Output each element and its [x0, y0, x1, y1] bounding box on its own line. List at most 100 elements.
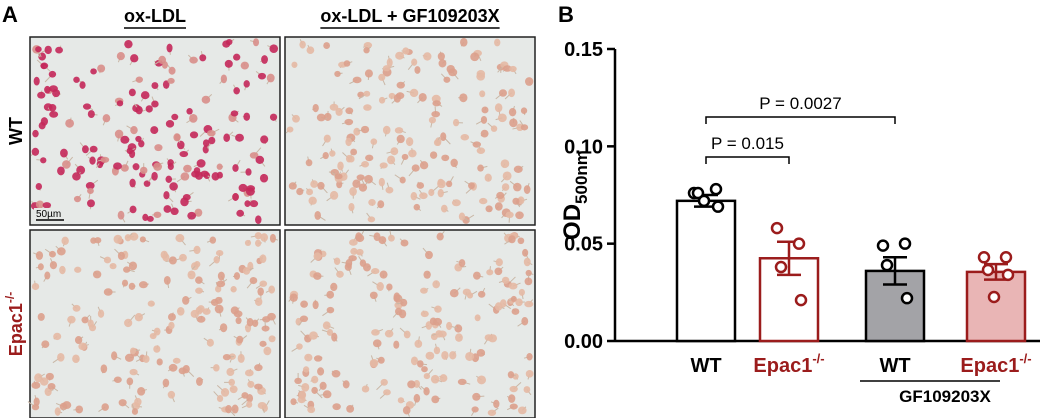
cell [167, 162, 174, 171]
cell [507, 371, 515, 379]
cell [130, 54, 139, 63]
cell [508, 282, 518, 290]
cell [493, 399, 500, 409]
cell [303, 366, 310, 373]
cell [376, 282, 384, 291]
cell [37, 91, 46, 99]
cell [131, 408, 139, 415]
cell [261, 325, 270, 332]
cell [299, 40, 306, 49]
cell [244, 200, 251, 207]
cell [247, 380, 255, 388]
cell [196, 159, 206, 168]
cell [213, 255, 220, 264]
data-point [900, 291, 914, 305]
cell [369, 291, 378, 300]
cell [429, 151, 438, 159]
cell [97, 64, 106, 73]
cell [179, 253, 187, 262]
cell [260, 233, 268, 242]
cell [182, 364, 190, 374]
cell [326, 290, 335, 299]
cell [313, 252, 322, 261]
cell [508, 394, 516, 403]
cell [382, 125, 391, 135]
cell [35, 46, 42, 53]
cell [305, 159, 313, 167]
cell [402, 406, 411, 415]
cell [126, 377, 134, 386]
cell [308, 196, 317, 205]
cell [116, 51, 125, 61]
cell [44, 45, 52, 55]
cell [312, 300, 319, 310]
cell [419, 192, 428, 200]
cell [179, 150, 189, 158]
cell [132, 163, 140, 171]
cell [428, 116, 436, 124]
cell [312, 103, 319, 113]
cell [316, 113, 326, 122]
cell [363, 47, 370, 54]
cell [31, 282, 40, 291]
cell [194, 208, 203, 217]
cell [57, 352, 65, 362]
cell [216, 171, 223, 179]
cell [384, 329, 394, 338]
cell [423, 373, 431, 380]
cell [509, 65, 517, 73]
cell [397, 397, 405, 404]
cell [259, 280, 268, 287]
cell [92, 270, 102, 279]
cell [216, 280, 226, 288]
cell [410, 356, 419, 366]
cell [352, 76, 362, 84]
cell [210, 298, 219, 306]
cell [431, 395, 440, 404]
cell [337, 161, 344, 171]
y-tick-label: 0.00 [564, 331, 603, 353]
cell [452, 118, 460, 127]
x-tick-label-text: WT [879, 355, 910, 377]
cell [89, 156, 96, 165]
cell [505, 211, 514, 219]
cell [100, 156, 110, 163]
cell [257, 401, 267, 409]
cell [355, 234, 365, 243]
cell [490, 125, 498, 132]
cell [47, 383, 56, 390]
cell [418, 92, 427, 102]
cell [163, 276, 171, 285]
cell [364, 174, 373, 184]
y-axis-label-subscript: 500nm [572, 150, 591, 204]
cell [209, 236, 217, 244]
cell [87, 199, 95, 208]
panel-label: A [2, 2, 18, 27]
cell [246, 318, 254, 327]
cell [476, 348, 486, 357]
cell [37, 263, 44, 271]
cell [393, 93, 401, 103]
cell [124, 353, 134, 362]
y-axis-label-text: OD [559, 204, 586, 240]
cell [460, 37, 468, 47]
group-label: GF109203X [899, 387, 991, 406]
cell [343, 60, 351, 67]
cell [235, 133, 244, 142]
cell [40, 62, 49, 69]
cell [201, 95, 211, 104]
cell [233, 87, 240, 95]
cell [174, 133, 181, 141]
cell [439, 374, 448, 382]
cell [257, 287, 264, 296]
cell [425, 250, 433, 260]
cell [90, 237, 97, 244]
cell [479, 90, 486, 98]
cell [57, 166, 65, 176]
cell [370, 138, 378, 145]
cell [128, 261, 138, 271]
cell [317, 181, 325, 190]
cell [448, 68, 458, 77]
cell [241, 392, 249, 399]
cell [147, 300, 155, 307]
